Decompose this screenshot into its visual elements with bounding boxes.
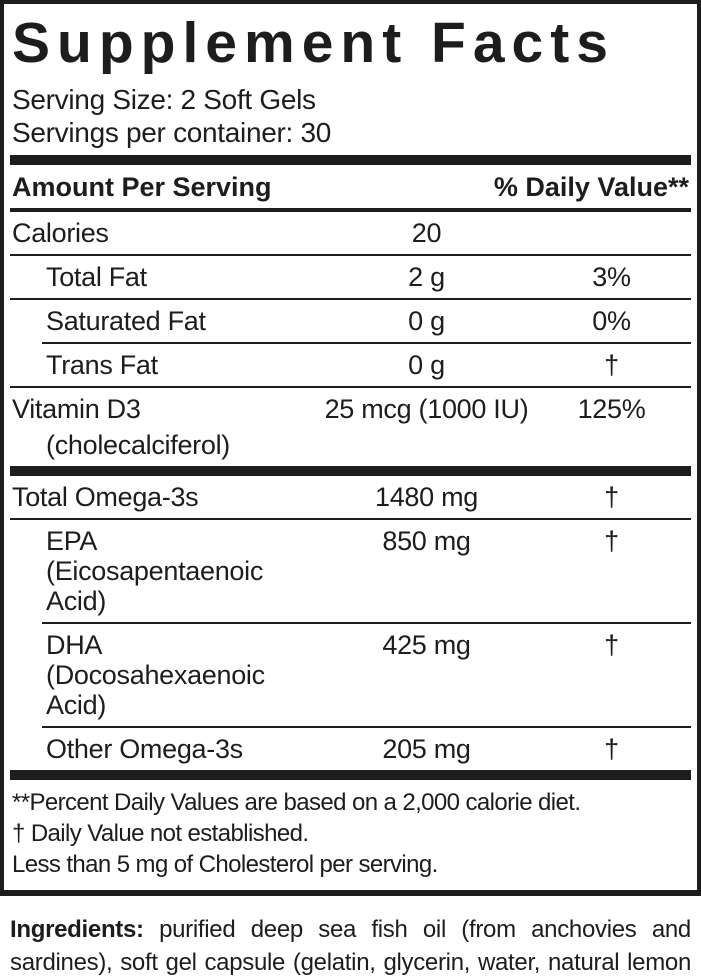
header-divider: [10, 208, 691, 213]
footnote-cholesterol: Less than 5 mg of Cholesterol per servin…: [12, 851, 438, 879]
table-header-row: Amount Per Serving % Daily Value**: [12, 165, 689, 208]
nutrient-amount: 425 mg: [382, 630, 471, 661]
row-divider: [10, 386, 691, 389]
nutrient-daily-value: 125%: [577, 394, 646, 425]
table-row: Total Omega-3s 1480 mg †: [12, 476, 689, 518]
nutrient-name: EPA (Eicosapentaenoic Acid): [46, 526, 264, 617]
nutrient-name: Other Omega-3s: [46, 734, 243, 765]
nutrient-amount: 2 g: [408, 262, 445, 293]
nutrient-daily-value: 3%: [592, 262, 631, 293]
serving-size: Serving Size: 2 Soft Gels: [12, 84, 316, 116]
row-divider: [10, 254, 691, 257]
table-row: Total Fat 2 g 3%: [12, 256, 689, 298]
column-header-amount-per-serving: Amount Per Serving: [12, 172, 272, 203]
row-divider: [10, 298, 691, 301]
nutrient-name: Saturated Fat: [46, 306, 206, 337]
nutrient-name: Total Fat: [46, 262, 147, 293]
supplement-facts-panel: Supplement Facts Serving Size: 2 Soft Ge…: [0, 0, 701, 897]
nutrient-amount: 20: [411, 218, 442, 249]
nutrient-amount: 0 g: [408, 306, 445, 337]
column-header-daily-value: % Daily Value**: [493, 172, 689, 203]
table-row: Saturated Fat 0 g 0%: [12, 300, 689, 342]
ingredients-paragraph: Ingredients: purified deep sea fish oil …: [10, 913, 691, 977]
nutrient-name: Vitamin D3 (cholecalciferol): [12, 394, 319, 460]
facts-rows: Calories 20 Total Fat 2 g 3% Saturated Fat 0 g…: [10, 212, 691, 781]
footnote-daily-value-not-established: † Daily Value not established.: [12, 820, 309, 848]
nutrient-amount: 25 mcg (1000 IU): [324, 394, 529, 425]
nutrient-daily-value: †: [604, 526, 619, 557]
nutrient-daily-value: †: [604, 630, 619, 661]
nutrient-daily-value: †: [604, 734, 619, 765]
nutrient-name: Calories: [12, 218, 109, 249]
row-divider-indented: [42, 726, 691, 729]
nutrient-daily-value: †: [604, 350, 619, 381]
panel-title: Supplement Facts: [12, 11, 615, 75]
nutrient-name: DHA (Docosahexaenoic Acid): [46, 630, 265, 721]
nutrient-amount: 0 g: [408, 350, 445, 381]
nutrient-name: Total Omega-3s: [12, 482, 199, 513]
servings-per-container: Servings per container: 30: [12, 117, 332, 149]
table-row: Calories 20: [12, 212, 689, 254]
ingredients-label: Ingredients:: [10, 916, 160, 944]
serving-info: Serving Size: 2 Soft Gels Servings per c…: [12, 83, 689, 149]
row-divider: [10, 518, 691, 521]
nutrient-amount: 1480 mg: [375, 482, 478, 513]
row-divider-indented: [42, 342, 691, 345]
footnotes: **Percent Daily Values are based on a 2,…: [12, 780, 689, 882]
table-row: Vitamin D3 (cholecalciferol) 25 mcg (1000 …: [12, 388, 689, 466]
nutrient-amount: 205 mg: [382, 734, 471, 765]
table-row: EPA (Eicosapentaenoic Acid) 850 mg †: [12, 520, 689, 622]
table-row: DHA (Docosahexaenoic Acid) 425 mg †: [12, 624, 689, 726]
footnote-percent-daily-values: **Percent Daily Values are based on a 2,…: [12, 789, 581, 817]
nutrient-daily-value: 0%: [592, 306, 631, 337]
row-divider-indented: [42, 622, 691, 625]
nutrient-amount: 850 mg: [382, 526, 471, 557]
ingredients-text: purified deep sea fish oil (from anchovi…: [10, 916, 691, 977]
nutrient-name-secondary: (cholecalciferol): [46, 430, 230, 461]
nutrient-daily-value: †: [604, 482, 619, 513]
nutrient-name: Trans Fat: [46, 350, 158, 381]
thick-divider-top: [10, 155, 691, 166]
thick-divider: [10, 466, 691, 477]
table-row: Trans Fat 0 g †: [12, 344, 689, 386]
table-row: Other Omega-3s 205 mg †: [12, 728, 689, 770]
thick-divider: [10, 770, 691, 781]
